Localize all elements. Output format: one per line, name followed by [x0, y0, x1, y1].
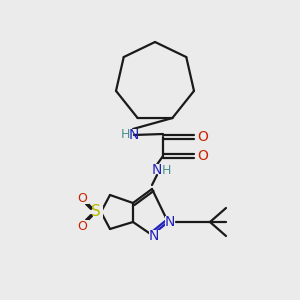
- Bar: [89, 205, 103, 219]
- Text: N: N: [129, 128, 139, 142]
- Bar: [164, 216, 175, 228]
- Bar: [118, 129, 140, 141]
- Bar: [76, 220, 88, 232]
- Text: N: N: [152, 163, 162, 177]
- Text: H: H: [161, 164, 171, 176]
- Text: N: N: [149, 229, 159, 243]
- Text: O: O: [198, 130, 208, 144]
- Text: N: N: [165, 215, 175, 229]
- Bar: [148, 230, 160, 242]
- Text: H: H: [120, 128, 130, 142]
- Bar: [76, 192, 88, 204]
- Text: O: O: [77, 191, 87, 205]
- Bar: [196, 131, 210, 143]
- Text: O: O: [77, 220, 87, 232]
- Bar: [196, 150, 210, 162]
- Text: S: S: [91, 205, 101, 220]
- Text: O: O: [198, 149, 208, 163]
- Bar: [141, 164, 163, 176]
